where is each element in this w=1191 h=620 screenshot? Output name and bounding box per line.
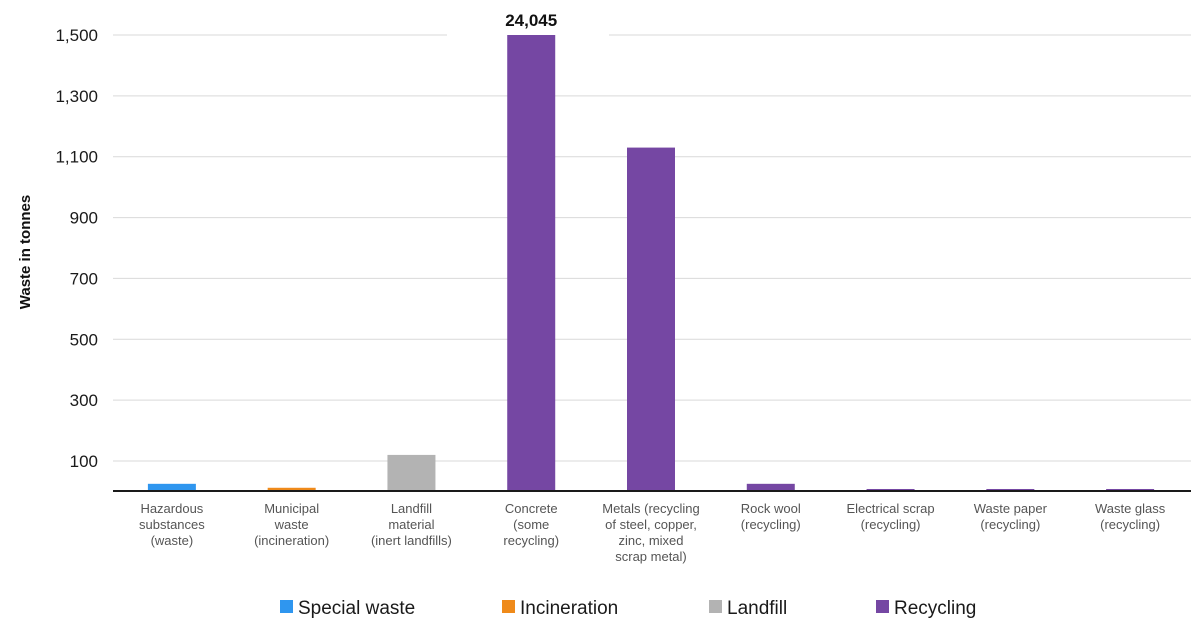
- legend-label: Landfill: [727, 598, 787, 619]
- x-category-label: Metals (recycling of steel, copper, zinc, …: [602, 501, 700, 564]
- data-labels: 24,045: [505, 11, 557, 30]
- x-axis-category-labels: Hazardous substances (waste) Municipal waste…: [139, 501, 1166, 564]
- y-tick-label: 500: [70, 330, 98, 349]
- y-tick-label: 700: [70, 269, 98, 288]
- y-tick-label: 900: [70, 209, 98, 228]
- legend: Special waste Incineration Landfill Recycli…: [280, 598, 976, 619]
- x-category-label: Landfill material (inert landfills): [371, 501, 452, 548]
- x-category-label: Electrical scrap (recycling): [846, 501, 934, 532]
- bar-3: [507, 35, 556, 491]
- legend-label: Special waste: [298, 598, 415, 619]
- legend-swatch: [280, 600, 293, 613]
- bar-6: [866, 488, 915, 491]
- legend-swatch: [502, 600, 515, 613]
- x-category-label: Waste glass (recycling): [1095, 501, 1166, 532]
- legend-swatch: [709, 600, 722, 613]
- x-category-label: Rock wool (recycling): [741, 501, 801, 532]
- y-tick-label: 300: [70, 391, 98, 410]
- bar-5: [746, 483, 795, 491]
- y-axis-label: Waste in tonnes: [17, 195, 34, 309]
- y-tick-label: 1,500: [55, 26, 98, 45]
- y-tick-label: 100: [70, 452, 98, 471]
- bar-8: [1106, 488, 1155, 491]
- y-axis-ticks: 100 300 500 700 900 1,100 1,300 1,500: [55, 26, 98, 471]
- bar-1: [267, 487, 316, 491]
- y-tick-label: 1,300: [55, 87, 98, 106]
- legend-swatch: [876, 600, 889, 613]
- data-label-concrete: 24,045: [505, 11, 557, 30]
- legend-label: Incineration: [520, 598, 618, 619]
- legend-label: Recycling: [894, 598, 976, 619]
- x-category-label: Municipal waste (incineration): [254, 501, 329, 548]
- y-tick-label: 1,100: [55, 148, 98, 167]
- bar-4: [627, 147, 675, 492]
- x-category-label: Hazardous substances (waste): [139, 501, 205, 548]
- x-category-label: Concrete (some recycling): [503, 501, 559, 548]
- bar-0: [147, 483, 196, 491]
- x-category-label: Waste paper (recycling): [974, 501, 1048, 532]
- bar-7: [986, 488, 1035, 491]
- bar-2: [387, 454, 436, 491]
- bars: [147, 35, 1155, 492]
